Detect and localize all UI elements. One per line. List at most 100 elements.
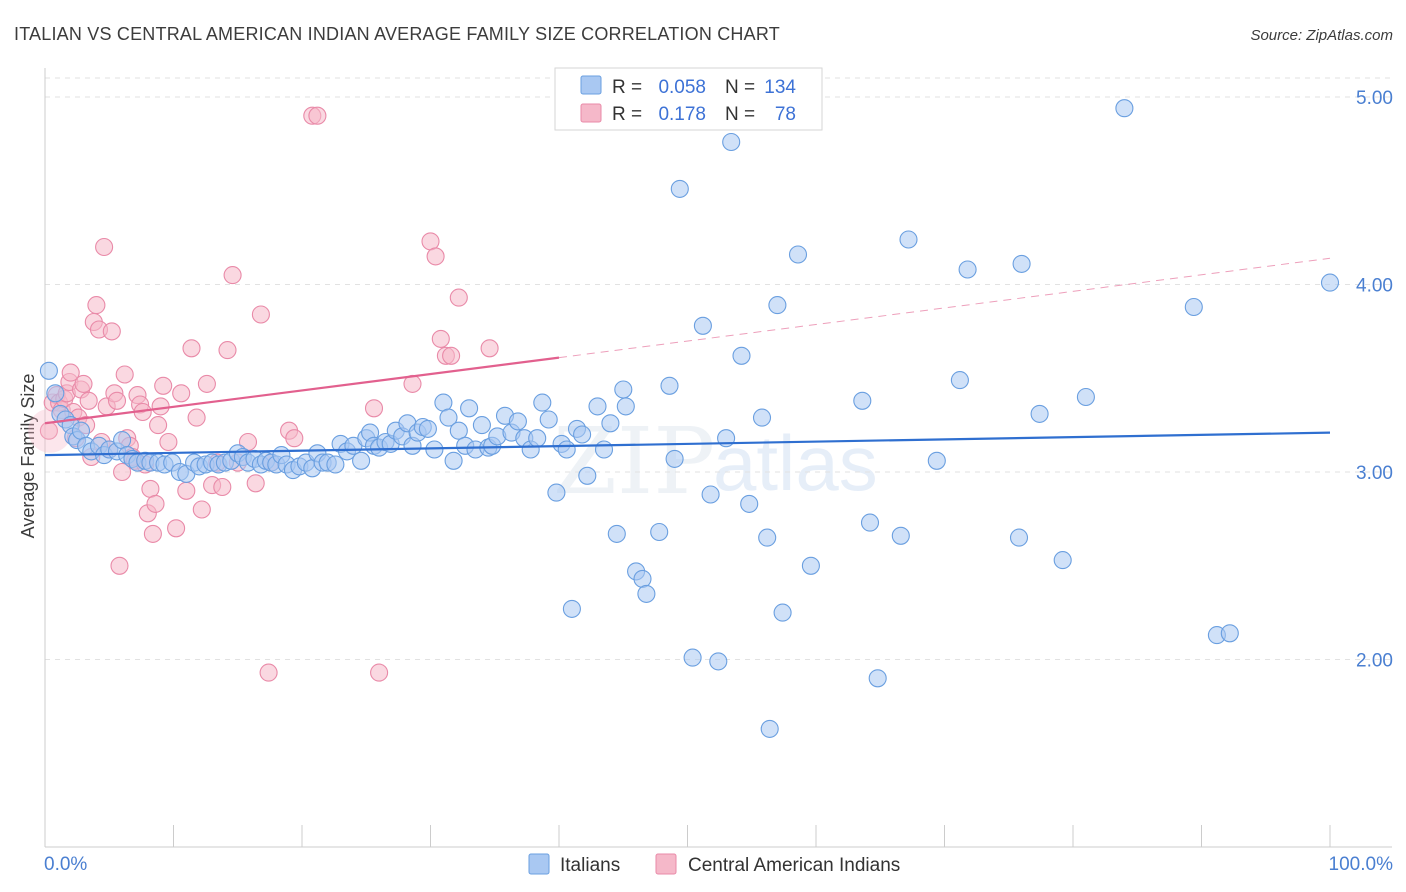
cai-point — [192, 500, 211, 519]
cai-point — [187, 408, 206, 427]
y-tick-label: 4.00 — [1356, 276, 1393, 297]
cai-point — [285, 429, 304, 448]
italians-point — [899, 230, 918, 249]
cai-point — [426, 247, 445, 266]
legend-n-value-cai: 78 — [775, 104, 796, 125]
bottom-legend-swatch-cai[interactable] — [655, 853, 677, 875]
cai-point — [107, 391, 127, 410]
legend-swatch-italians — [580, 75, 602, 95]
legend-r-value-cai: 0.178 — [658, 104, 706, 125]
italians-point — [557, 440, 576, 459]
italians-point — [1053, 551, 1072, 570]
italians-point — [578, 466, 597, 485]
italians-point — [1184, 297, 1203, 317]
italians-point — [472, 416, 491, 435]
series-central-american-indians — [28, 106, 499, 682]
legend-n-value-italians: 134 — [764, 77, 796, 98]
y-tick-label: 3.00 — [1356, 463, 1393, 484]
italians-point — [665, 449, 684, 468]
italians-point — [1030, 404, 1049, 423]
y-tick-label: 2.00 — [1356, 651, 1393, 672]
cai-point — [74, 374, 93, 393]
bottom-legend-label-cai[interactable]: Central American Indians — [688, 855, 900, 876]
italians-point — [439, 408, 458, 427]
italians-point — [801, 556, 820, 575]
italians-point — [891, 526, 910, 545]
cai-point — [442, 346, 461, 365]
italians-point — [768, 296, 787, 315]
italians-point — [1009, 528, 1029, 547]
cai-point — [177, 481, 196, 500]
italians-point — [594, 440, 614, 459]
italians-point — [607, 524, 626, 543]
cai-point — [431, 329, 450, 348]
cai-point — [110, 556, 129, 575]
cai-point — [167, 519, 186, 538]
italians-point — [547, 483, 566, 502]
italians-point — [740, 494, 759, 513]
italians-point — [752, 408, 772, 427]
legend-n-label-italians: N = — [725, 77, 755, 98]
italians-point — [39, 361, 58, 380]
italians-point — [528, 429, 547, 448]
italians-point — [614, 380, 633, 399]
watermark-atlas: atlas — [713, 419, 878, 507]
italians-point — [449, 421, 468, 440]
cai-point — [218, 341, 237, 360]
cai-point — [154, 376, 173, 395]
source-label[interactable]: Source: ZipAtlas.com — [1250, 27, 1393, 44]
cai-point — [146, 494, 165, 513]
cai-point — [370, 663, 389, 682]
trend-lines — [44, 257, 1331, 457]
cai-point — [421, 232, 440, 251]
italians-point — [958, 260, 977, 279]
bottom-legend-swatch-italians[interactable] — [528, 853, 550, 875]
legend-r-label-cai: R = — [612, 104, 642, 125]
italians-point — [1115, 99, 1134, 118]
watermark: ZIP atlas — [553, 408, 878, 515]
trend-line-italians — [44, 431, 1331, 457]
cai-point — [61, 363, 80, 382]
series-legend: Italians Central American Indians — [528, 853, 900, 876]
stats-legend: R = 0.058 N = 134 R = 0.178 N = 78 — [554, 67, 823, 131]
cai-point — [95, 237, 114, 257]
italians-point — [444, 451, 463, 470]
legend-n-label-cai: N = — [725, 104, 755, 125]
italians-point — [616, 397, 635, 416]
italians-point — [637, 584, 656, 603]
x-tick-label-min: 0.0% — [44, 854, 87, 875]
cai-point — [149, 416, 168, 435]
cai-point — [113, 462, 132, 482]
italians-point — [533, 393, 552, 412]
italians-point — [539, 410, 558, 429]
cai-point — [251, 305, 270, 324]
italians-point — [601, 414, 620, 433]
cai-point — [259, 663, 278, 682]
cai-point — [364, 399, 384, 418]
italians-point — [709, 652, 728, 671]
italians-point — [71, 421, 91, 440]
italians-point — [693, 316, 712, 335]
italians-point — [1220, 624, 1239, 643]
cai-point — [223, 266, 242, 285]
chart-title: ITALIAN VS CENTRAL AMERICAN INDIAN AVERA… — [14, 24, 780, 44]
y-tick-labels: 2.00 3.00 4.00 5.00 — [1356, 88, 1393, 672]
italians-point — [683, 648, 702, 667]
bottom-legend-label-italians[interactable]: Italians — [560, 855, 620, 876]
italians-point — [588, 397, 607, 416]
cai-point — [151, 397, 170, 416]
italians-point — [758, 528, 777, 547]
italians-point — [562, 599, 581, 618]
italians-point — [650, 522, 669, 542]
italians-point — [773, 603, 792, 622]
italians-point — [732, 346, 751, 365]
legend-swatch-cai — [580, 103, 602, 123]
italians-point — [853, 391, 872, 410]
italians-point — [434, 393, 453, 412]
legend-r-label-italians: R = — [612, 77, 642, 98]
italians-point — [722, 132, 741, 152]
cai-point — [143, 524, 162, 543]
cai-point — [79, 391, 98, 410]
y-tick-label: 5.00 — [1356, 88, 1393, 109]
